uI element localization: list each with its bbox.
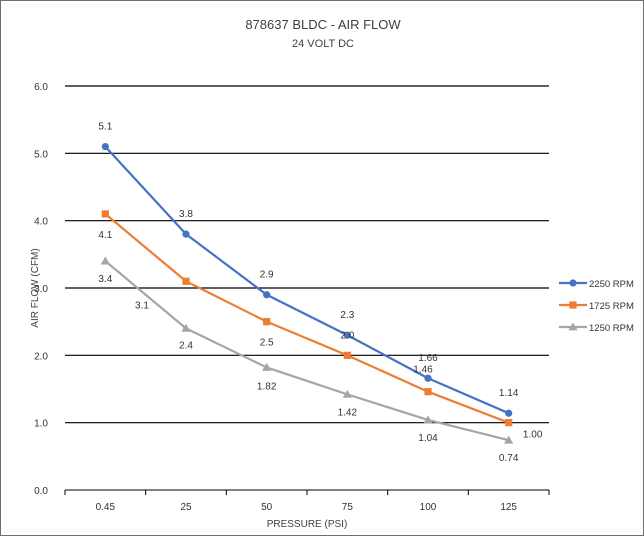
data-label: 0.74: [499, 453, 519, 464]
y-tick-label: 1.0: [34, 419, 48, 430]
data-label: 1.00: [523, 430, 543, 441]
chart-title: 878637 BLDC - AIR FLOW: [245, 17, 401, 32]
data-label: 1.66: [418, 353, 438, 364]
data-point: [423, 415, 433, 424]
data-label: 3.1: [135, 300, 149, 311]
data-point: [424, 388, 432, 396]
data-label: 2.9: [260, 270, 274, 281]
data-label: 1.42: [338, 407, 358, 418]
data-label: 1.82: [257, 381, 277, 392]
data-point: [424, 374, 432, 382]
data-point: [343, 351, 351, 359]
data-label: 1.46: [413, 365, 433, 376]
data-label: 2.4: [179, 340, 193, 351]
series-line: [104, 213, 510, 424]
series-line: [104, 260, 509, 442]
data-label: 5.1: [98, 122, 112, 133]
data-point: [182, 230, 190, 238]
legend-label: 2250 RPM: [589, 279, 634, 290]
data-label: 1.04: [418, 433, 438, 444]
y-tick-label: 3.0: [34, 284, 48, 295]
legend-marker: [569, 279, 577, 287]
data-label: 1.14: [499, 388, 519, 399]
y-tick-label: 2.0: [34, 351, 48, 362]
data-label: 3.4: [98, 274, 112, 285]
chart-subtitle: 24 VOLT DC: [292, 38, 354, 50]
data-point: [181, 323, 191, 332]
x-tick-label: 75: [342, 502, 354, 513]
legend-marker: [568, 322, 578, 331]
data-label: 2.5: [260, 338, 274, 349]
legend: 2250 RPM 1725 RPM 1250 RPM: [559, 279, 634, 334]
data-point: [343, 331, 351, 339]
legend-item: 1250 RPM: [559, 322, 634, 334]
data-point: [262, 362, 272, 371]
legend-item: 1725 RPM: [559, 301, 634, 312]
y-tick-label: 6.0: [34, 82, 48, 93]
series-lines: [100, 143, 514, 444]
y-tick-labels: 0.0 1.0 2.0 3.0 4.0 5.0 6.0: [34, 82, 48, 497]
x-tick-label: 50: [261, 502, 273, 513]
x-axis-label: PRESSURE (PSI): [267, 519, 348, 530]
data-label: 4.1: [98, 230, 112, 241]
data-point: [263, 291, 271, 299]
data-point: [505, 419, 513, 427]
data-point: [182, 277, 190, 285]
data-point: [505, 409, 513, 417]
data-label: 2.3: [340, 310, 354, 321]
data-label: 2.0: [340, 330, 354, 341]
data-label: 3.8: [179, 209, 193, 220]
x-tick-label: 0.45: [96, 502, 116, 513]
data-point: [101, 143, 109, 151]
x-tick-label: 100: [420, 502, 437, 513]
gridlines: [64, 85, 550, 495]
data-point: [263, 318, 271, 326]
legend-item: 2250 RPM: [559, 279, 634, 290]
data-labels: 5.1 3.8 2.9 2.3 1.66 1.14 4.1 3.1 2.5 2.0 1.46 1.00…: [98, 122, 542, 465]
x-tick-labels: 0.45 25 50 75 100 125: [96, 502, 518, 513]
x-tick-label: 125: [500, 502, 517, 513]
data-point: [100, 256, 110, 265]
legend-label: 1725 RPM: [589, 301, 634, 312]
data-point: [504, 435, 514, 444]
series-line: [104, 145, 510, 415]
y-tick-label: 5.0: [34, 149, 48, 160]
legend-marker: [569, 301, 577, 309]
legend-label: 1250 RPM: [589, 323, 634, 334]
x-tick-label: 25: [180, 502, 192, 513]
y-tick-label: 0.0: [34, 486, 48, 497]
data-point: [101, 210, 109, 218]
data-point: [342, 389, 352, 398]
y-tick-label: 4.0: [34, 217, 48, 228]
y-axis-label: AIR FLOW (CFM): [30, 248, 41, 327]
